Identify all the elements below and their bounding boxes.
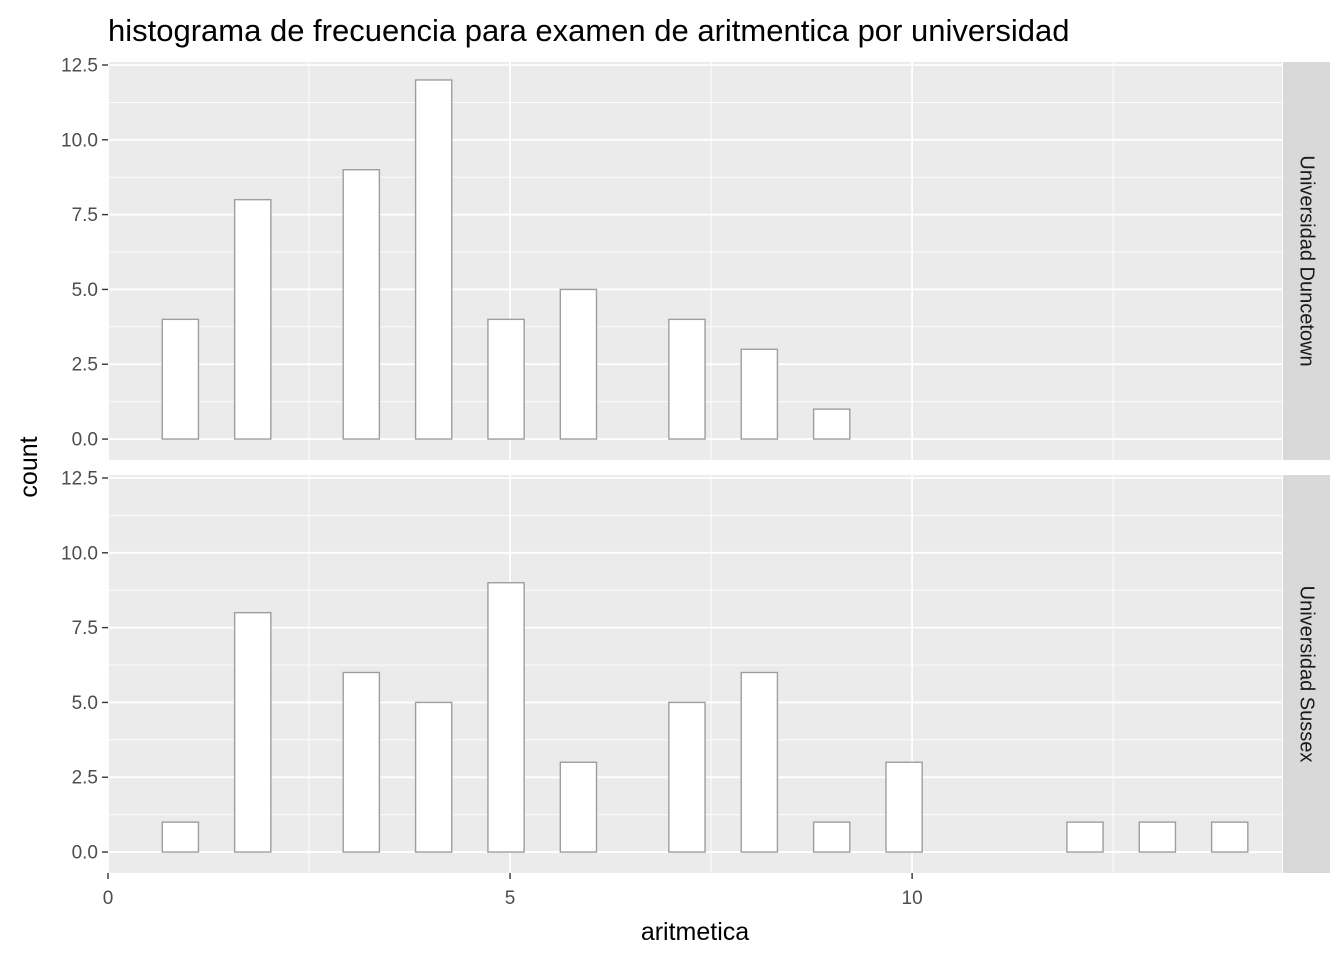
histogram-bar	[342, 671, 381, 853]
y-tick-label: 0.0	[72, 843, 98, 864]
y-tick-label: 0.0	[72, 430, 98, 451]
y-tick-label: 12.5	[61, 468, 98, 489]
y-tick-label: 2.5	[72, 355, 98, 376]
x-tick-label: 0	[103, 888, 114, 909]
x-tick-label: 10	[902, 888, 923, 909]
histogram-bar	[414, 701, 453, 853]
y-tick-label: 5.0	[72, 280, 98, 301]
histogram-bar	[812, 408, 851, 440]
x-axis: 0 5 10	[103, 873, 923, 909]
histogram-bar	[161, 821, 200, 853]
y-tick-label: 10.0	[61, 130, 98, 151]
x-axis-title: aritmetica	[641, 918, 749, 946]
histogram-bar	[342, 169, 381, 440]
histogram-bar	[414, 79, 453, 440]
histogram-bar	[668, 701, 706, 853]
histogram-bar	[1210, 821, 1249, 853]
facet-strip	[1283, 475, 1330, 873]
facet-strip-label: Universidad Duncetown	[1296, 155, 1318, 366]
facet-strip-label: Universidad Sussex	[1296, 586, 1318, 763]
histogram-bar	[161, 318, 200, 440]
y-tick-label: 10.0	[61, 543, 98, 564]
facet-strip	[1283, 62, 1330, 460]
y-tick-label: 2.5	[72, 768, 98, 789]
y-tick-label: 12.5	[61, 55, 98, 76]
facet-panels: 0.0 2.5 5.0 7.5 10.0 12.5 Universidad Duncetow…	[61, 55, 1330, 873]
chart-title: histograma de frecuencia para examen de …	[108, 13, 1070, 48]
histogram-bar	[740, 671, 779, 853]
y-tick-label: 7.5	[72, 618, 98, 639]
y-tick-label: 5.0	[72, 693, 98, 714]
histogram-bar	[668, 318, 706, 440]
histogram-bar	[1138, 821, 1177, 853]
histogram-bar	[559, 761, 598, 853]
facet-panel: 0.0 2.5 5.0 7.5 10.0 12.5 Universidad Duncetow…	[61, 55, 1330, 460]
histogram-bar	[1066, 821, 1104, 853]
y-tick-label: 7.5	[72, 205, 98, 226]
facet-panel: 0.0 2.5 5.0 7.5 10.0 12.5 Universidad Sussex	[61, 468, 1330, 873]
histogram-bar	[233, 198, 272, 440]
histogram-bar	[487, 582, 525, 853]
x-tick-label: 5	[505, 888, 516, 909]
histogram-bar	[740, 348, 779, 440]
histogram-bar	[487, 318, 525, 440]
y-axis-title: count	[15, 436, 43, 497]
histogram-bar	[885, 761, 923, 853]
histogram-bar	[812, 821, 851, 853]
histogram-bar	[559, 288, 598, 440]
histogram-bar	[233, 611, 272, 853]
